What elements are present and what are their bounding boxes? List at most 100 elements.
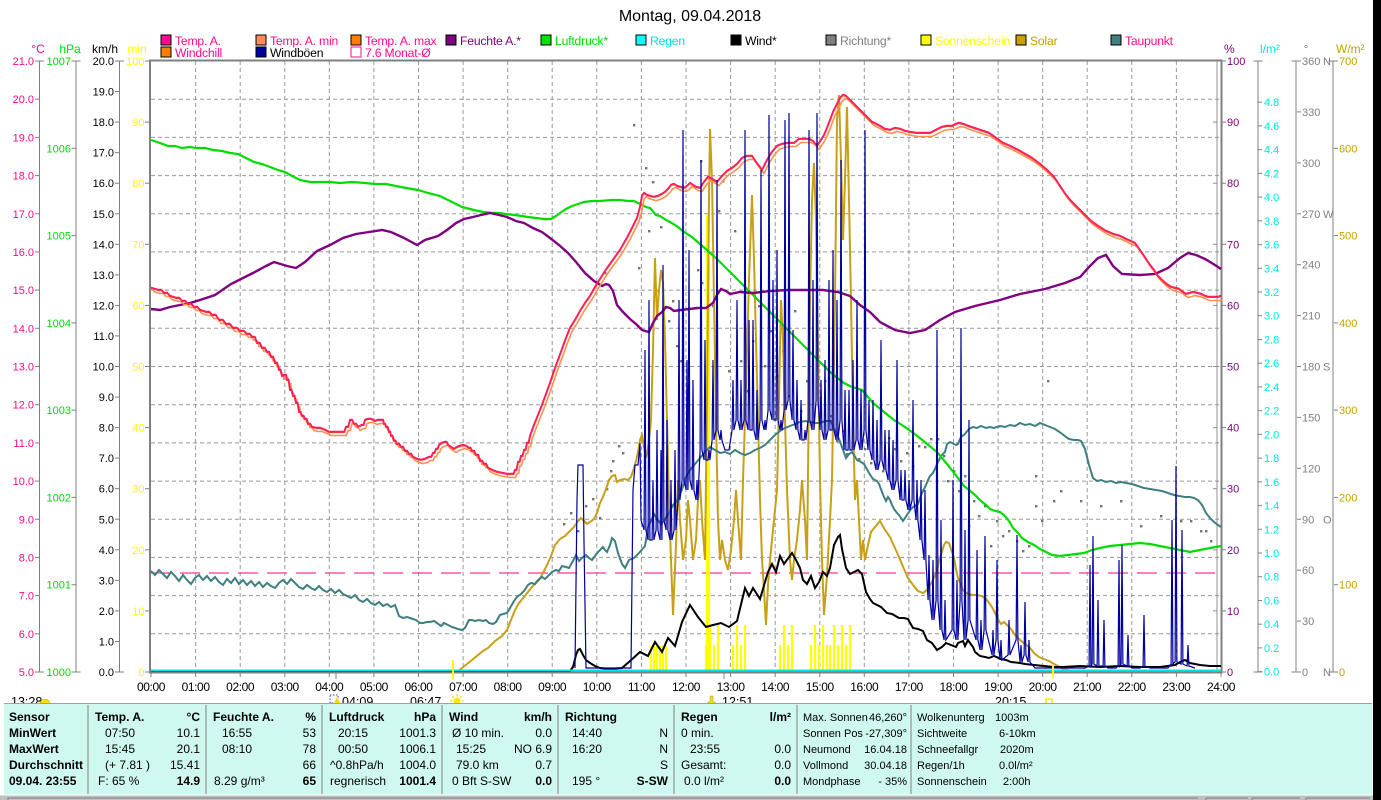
svg-text:0: 0 — [1302, 667, 1308, 679]
svg-text:17:00: 17:00 — [895, 680, 924, 694]
svg-text:14:00: 14:00 — [761, 680, 790, 694]
svg-text:°C: °C — [187, 710, 201, 724]
svg-text:8.0: 8.0 — [99, 423, 114, 435]
svg-text:70: 70 — [1227, 239, 1239, 251]
svg-text:24:00: 24:00 — [1207, 680, 1236, 694]
svg-text:400: 400 — [1339, 318, 1357, 330]
svg-text:07:50: 07:50 — [105, 726, 135, 740]
svg-text:-27,309°: -27,309° — [865, 728, 907, 740]
svg-text:Neumond: Neumond — [803, 744, 851, 756]
svg-text:°: ° — [1304, 42, 1309, 56]
svg-text:1001.3: 1001.3 — [399, 726, 436, 740]
svg-text:min: min — [127, 42, 146, 56]
svg-text:03:00: 03:00 — [271, 680, 300, 694]
svg-text:600: 600 — [1339, 143, 1357, 155]
svg-text:9.0: 9.0 — [99, 392, 114, 404]
svg-text:14:40: 14:40 — [572, 726, 602, 740]
svg-text:Vollmond: Vollmond — [803, 760, 848, 772]
svg-text:4.2: 4.2 — [1264, 168, 1279, 180]
svg-text:14.9: 14.9 — [177, 774, 201, 788]
svg-text:8.0: 8.0 — [19, 552, 34, 564]
svg-text:1004.0: 1004.0 — [399, 758, 436, 772]
svg-text:18.0: 18.0 — [93, 117, 114, 129]
svg-text:1003m: 1003m — [995, 712, 1029, 724]
svg-text:0.0l/m²: 0.0l/m² — [999, 760, 1033, 772]
svg-text:Temp. A.: Temp. A. — [95, 710, 144, 724]
svg-text:90: 90 — [1302, 514, 1314, 526]
svg-text:NO 6.9: NO 6.9 — [514, 742, 552, 756]
svg-text:1.8: 1.8 — [1264, 453, 1279, 465]
svg-text:09:00: 09:00 — [538, 680, 567, 694]
svg-text:79.0 km: 79.0 km — [456, 758, 499, 772]
svg-text:240: 240 — [1302, 260, 1320, 272]
svg-text:40: 40 — [1227, 423, 1239, 435]
svg-text:0.0: 0.0 — [774, 774, 791, 788]
svg-text:regnerisch: regnerisch — [330, 774, 386, 788]
svg-text:10: 10 — [1227, 606, 1239, 618]
svg-text:1006: 1006 — [47, 143, 71, 155]
svg-text:N: N — [1323, 56, 1331, 68]
svg-text:Durchschnitt: Durchschnitt — [9, 758, 83, 772]
svg-text:90: 90 — [1227, 117, 1239, 129]
svg-text:20:00: 20:00 — [1029, 680, 1058, 694]
svg-text:15:25: 15:25 — [456, 742, 486, 756]
svg-text:MaxWert: MaxWert — [9, 742, 59, 756]
svg-text:10.0: 10.0 — [93, 362, 114, 374]
svg-text:N: N — [659, 726, 668, 740]
svg-text:19.0: 19.0 — [13, 132, 34, 144]
svg-text:20.1: 20.1 — [177, 742, 201, 756]
svg-text:150: 150 — [1302, 412, 1320, 424]
svg-text:W/m²: W/m² — [1336, 42, 1365, 56]
svg-text:330: 330 — [1302, 107, 1320, 119]
svg-text:16.04.18: 16.04.18 — [864, 744, 907, 756]
svg-text:Regen/1h: Regen/1h — [917, 760, 965, 772]
svg-text:11:00: 11:00 — [628, 680, 656, 694]
svg-text:300: 300 — [1339, 405, 1357, 417]
svg-text:Temp. A. min: Temp. A. min — [270, 34, 338, 48]
svg-text:10: 10 — [132, 606, 144, 618]
svg-text:Luftdruck: Luftdruck — [329, 710, 385, 724]
svg-text:2:00h: 2:00h — [1003, 776, 1031, 788]
svg-text:60: 60 — [132, 300, 144, 312]
svg-text:1.0: 1.0 — [99, 636, 114, 648]
svg-text:4.0: 4.0 — [99, 545, 114, 557]
svg-text:0.2: 0.2 — [1264, 643, 1279, 655]
svg-text:11.0: 11.0 — [93, 331, 114, 343]
svg-text:9.0: 9.0 — [19, 514, 34, 526]
svg-text:6-10km: 6-10km — [999, 728, 1036, 740]
svg-text:53: 53 — [303, 726, 317, 740]
svg-text:4.6: 4.6 — [1264, 121, 1279, 133]
svg-text:12.0: 12.0 — [13, 400, 34, 412]
svg-text:16.0: 16.0 — [13, 247, 34, 259]
svg-text:Windböen: Windböen — [270, 46, 323, 60]
svg-text:05:00: 05:00 — [360, 680, 389, 694]
svg-text:23:00: 23:00 — [1162, 680, 1191, 694]
svg-text:Montag, 09.04.2018: Montag, 09.04.2018 — [619, 8, 761, 25]
svg-text:6.0: 6.0 — [19, 629, 34, 641]
svg-text:700: 700 — [1339, 56, 1357, 68]
svg-text:Temp. A. max: Temp. A. max — [365, 34, 437, 48]
svg-text:65: 65 — [303, 774, 317, 788]
svg-text:3.6: 3.6 — [1264, 240, 1279, 252]
svg-text:46,260°: 46,260° — [869, 712, 907, 724]
svg-text:13.0: 13.0 — [93, 270, 114, 282]
svg-text:1001.4: 1001.4 — [399, 774, 436, 788]
svg-text:2.0: 2.0 — [99, 606, 114, 618]
svg-text:0.0: 0.0 — [774, 758, 791, 772]
svg-text:10.0: 10.0 — [13, 476, 34, 488]
svg-text:S-SW: S-SW — [637, 774, 669, 788]
svg-text:10:00: 10:00 — [583, 680, 612, 694]
svg-text:100: 100 — [1339, 580, 1357, 592]
svg-text:15.0: 15.0 — [13, 285, 34, 297]
svg-text:13.0: 13.0 — [13, 362, 34, 374]
svg-text:360: 360 — [1302, 56, 1320, 68]
svg-text:50: 50 — [132, 362, 144, 374]
svg-text:60: 60 — [1302, 565, 1314, 577]
svg-text:N: N — [1323, 667, 1331, 679]
svg-text:7.6 Monat-Ø: 7.6 Monat-Ø — [365, 46, 431, 60]
svg-text:210: 210 — [1302, 311, 1320, 323]
svg-text:Wind: Wind — [449, 710, 478, 724]
svg-text:Sonnenschein: Sonnenschein — [917, 776, 987, 788]
svg-text:500: 500 — [1339, 231, 1357, 243]
svg-text:Ø 10 min.: Ø 10 min. — [452, 726, 504, 740]
